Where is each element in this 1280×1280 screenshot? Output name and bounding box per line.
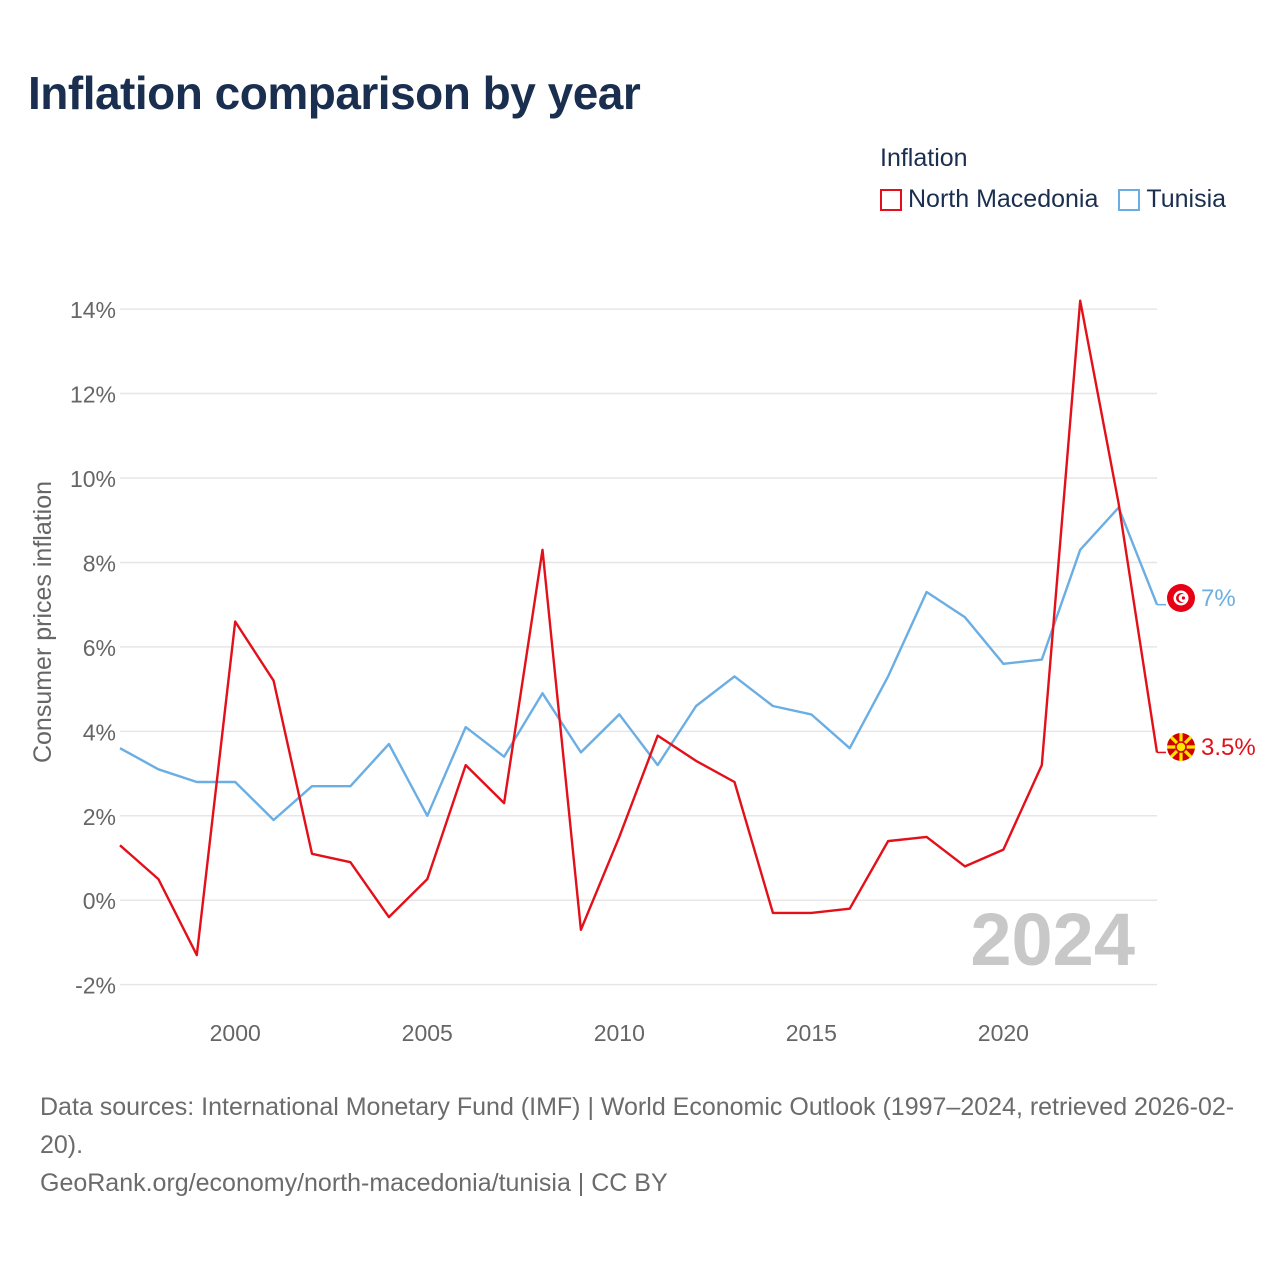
y-tick-label: 6% xyxy=(83,635,116,661)
y-tick-label: 14% xyxy=(70,297,116,323)
legend-item-north-macedonia[interactable]: North Macedonia xyxy=(880,185,1098,214)
y-tick-label: 8% xyxy=(83,550,116,576)
y-tick-label: 4% xyxy=(83,719,116,745)
legend-label-north-macedonia: North Macedonia xyxy=(908,185,1099,213)
legend-swatch-north-macedonia xyxy=(880,188,902,211)
legend-swatch-tunisia xyxy=(1118,188,1141,211)
y-axis-label: Consumer prices inflation xyxy=(29,481,57,763)
x-tick-label: 2000 xyxy=(210,1020,261,1046)
footer: Data sources: International Monetary Fun… xyxy=(40,1088,1250,1202)
chart-title: Inflation comparison by year xyxy=(28,67,641,119)
end-label-tunisia: 7% xyxy=(1201,585,1236,612)
end-label-north-macedonia: 3.5% xyxy=(1201,734,1256,761)
y-axis-ticks: -2% 0% 2% 4% 6% 8% 10% 12% 14% xyxy=(70,297,116,999)
series-line-north-macedonia xyxy=(119,299,1159,957)
legend-label-tunisia: Tunisia xyxy=(1146,185,1227,213)
legend-item-tunisia[interactable]: Tunisia xyxy=(1118,185,1226,214)
series-line-tunisia xyxy=(119,506,1159,822)
data-sources: Data sources: International Monetary Fun… xyxy=(40,1093,1235,1159)
x-tick-label: 2005 xyxy=(402,1020,453,1046)
y-tick-label: 12% xyxy=(70,382,116,408)
x-tick-label: 2010 xyxy=(594,1020,645,1046)
x-tick-label: 2020 xyxy=(978,1020,1029,1046)
line-chart: -2%0%2%4%6%8%10%12%14% 2000 2005 2010 2015 2… xyxy=(29,297,1256,1046)
y-tick-label: -2% xyxy=(75,973,116,999)
y-tick-label: 0% xyxy=(83,888,116,914)
credit-link[interactable]: GeoRank.org/economy/north-macedonia/tuni… xyxy=(40,1169,668,1197)
legend-title: Inflation xyxy=(880,144,968,172)
series-lines xyxy=(119,299,1166,957)
gridlines xyxy=(120,308,1157,986)
tunisia-flag-icon xyxy=(1167,584,1195,612)
y-tick-label: 2% xyxy=(83,804,116,830)
x-axis-ticks: 2000 2005 2010 2015 2020 xyxy=(210,1020,1029,1046)
north-macedonia-flag-icon xyxy=(1167,733,1195,761)
legend: Inflation North Macedonia Tunisia xyxy=(880,144,1226,214)
year-watermark: 2024 xyxy=(970,898,1135,981)
y-tick-label: 10% xyxy=(70,466,116,492)
x-tick-label: 2015 xyxy=(786,1020,837,1046)
